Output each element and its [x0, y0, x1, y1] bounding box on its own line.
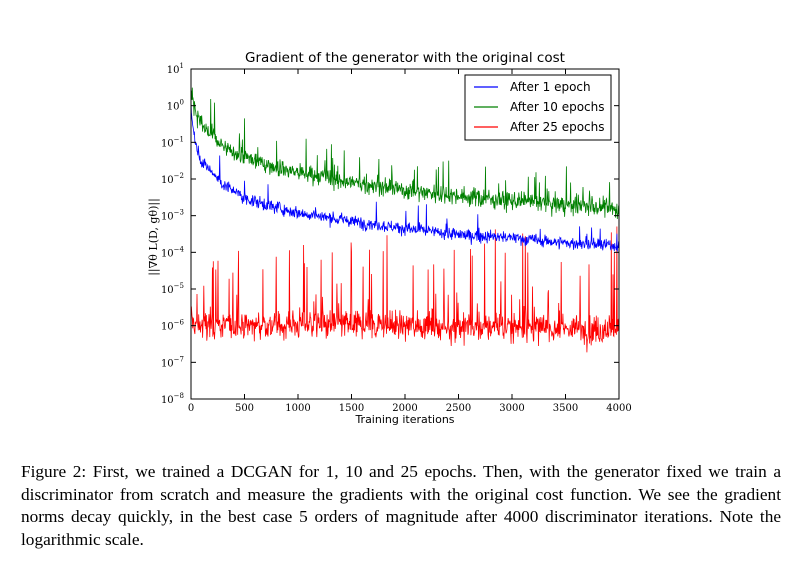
y-tick-label: 10−8 [161, 392, 184, 406]
y-tick-label: 101 [167, 62, 184, 76]
x-tick-label: 0 [188, 403, 194, 414]
chart-title: Gradient of the generator with the origi… [245, 50, 565, 66]
y-axis-label: ||∇θ L(D, gθ)|| [147, 198, 161, 276]
legend-label: After 10 epochs [510, 100, 605, 114]
y-tick-label: 100 [167, 99, 184, 113]
x-tick-label: 3000 [499, 403, 524, 414]
x-tick-label: 1000 [285, 403, 310, 414]
x-tick-label: 500 [235, 403, 254, 414]
x-tick-label: 2500 [446, 403, 471, 414]
series-line-1 [190, 100, 620, 252]
x-tick-label: 2000 [392, 403, 417, 414]
figure-caption: Figure 2: First, we trained a DCGAN for … [21, 462, 781, 549]
x-tick-label: 3500 [553, 403, 578, 414]
x-tick-label: 4000 [606, 403, 631, 414]
y-tick-label: 10−3 [161, 209, 184, 223]
figure-2: Gradient of the generator with the origi… [147, 50, 632, 426]
gradient-chart: Gradient of the generator with the origi… [147, 50, 632, 426]
y-tick-label: 10−7 [161, 355, 184, 369]
legend-label: After 1 epoch [510, 80, 591, 94]
series-line-3 [190, 226, 620, 353]
legend-label: After 25 epochs [510, 120, 605, 134]
y-tick-label: 10−1 [161, 135, 184, 149]
axis-ticks-group: 0 500 1000 1500 2000 2500 3000 3500 4000 101 100 10… [161, 62, 632, 414]
plot-series-group [190, 87, 620, 353]
y-tick-label: 10−5 [161, 282, 184, 296]
y-tick-label: 10−4 [161, 245, 185, 259]
legend: After 1 epoch After 10 epochs After 25 epo… [464, 74, 612, 141]
y-tick-label: 10−2 [161, 172, 184, 186]
series-line-2 [190, 87, 620, 220]
x-tick-label: 1500 [339, 403, 364, 414]
x-axis-label: Training iterations [354, 413, 454, 426]
y-tick-label: 10−6 [161, 319, 185, 333]
